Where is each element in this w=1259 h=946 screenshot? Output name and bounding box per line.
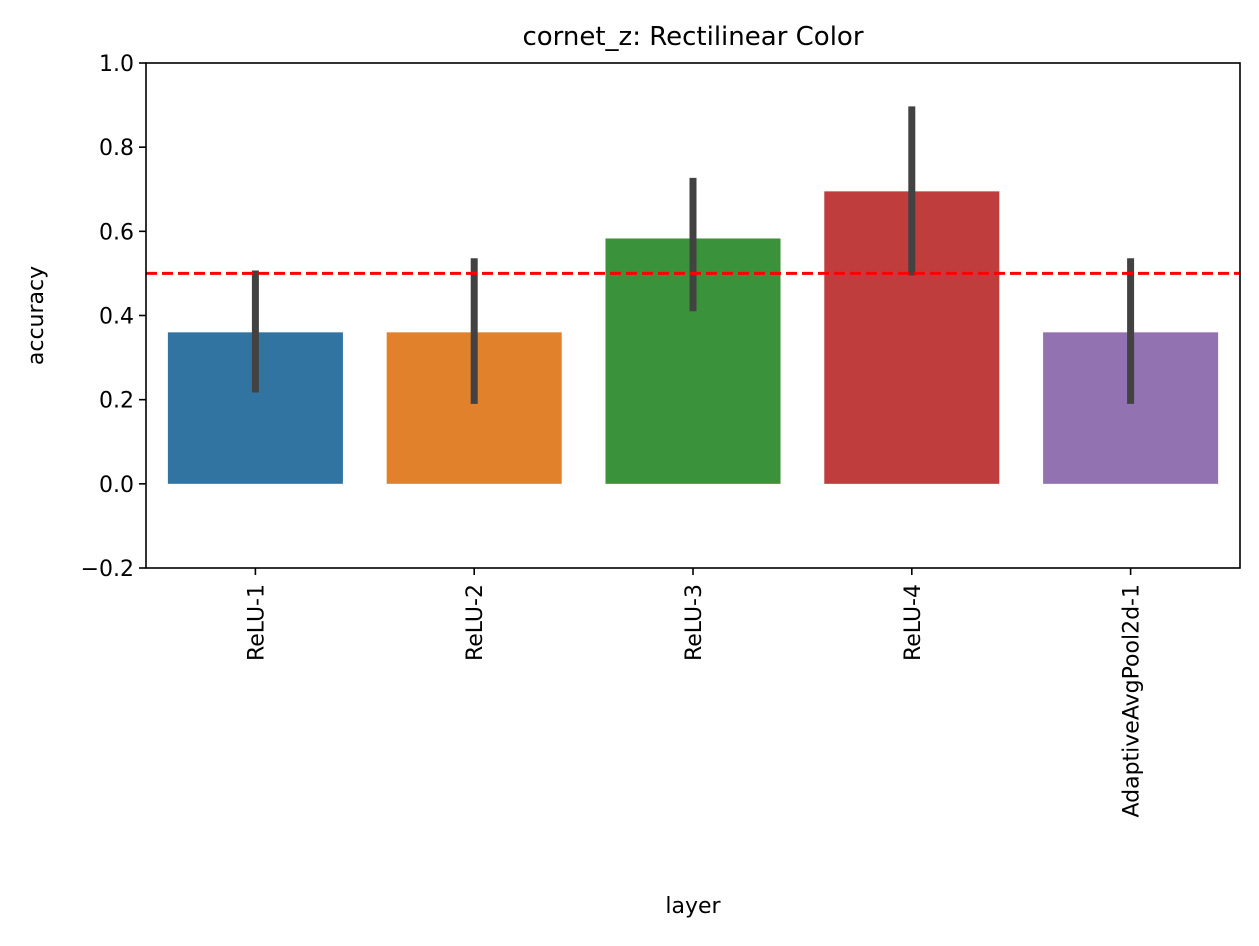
chart-title: cornet_z: Rectilinear Color: [522, 22, 863, 52]
y-tick-label: 0.0: [99, 473, 134, 498]
y-axis-label: accuracy: [24, 266, 49, 365]
x-axis-ticks: ReLU-1 ReLU-2 ReLU-3 ReLU-4 AdaptiveAvgPool2…: [244, 568, 1145, 818]
error-bars-layer: [251, 106, 1135, 404]
y-tick-label: 1.0: [99, 52, 134, 77]
x-tick-label: ReLU-1: [244, 584, 269, 661]
x-axis-label: layer: [665, 894, 721, 919]
x-tick-label: AdaptiveAvgPool2d-1: [1120, 584, 1145, 818]
x-tick-label: ReLU-3: [682, 584, 707, 661]
y-axis-ticks: −0.2 0.0 0.2 0.4 0.6 0.8 1.0: [81, 52, 146, 582]
y-tick-label: 0.6: [99, 220, 134, 245]
y-tick-label: 0.4: [99, 305, 134, 330]
y-tick-label: −0.2: [81, 557, 134, 582]
y-tick-label: 0.8: [99, 136, 134, 161]
y-tick-label: 0.2: [99, 389, 134, 414]
x-tick-label: ReLU-2: [463, 584, 488, 661]
x-tick-label: ReLU-4: [901, 584, 926, 661]
